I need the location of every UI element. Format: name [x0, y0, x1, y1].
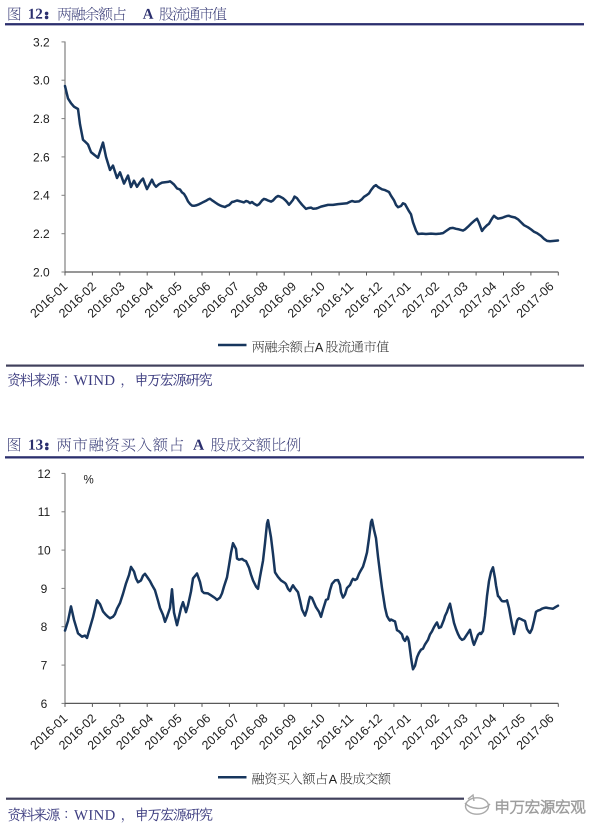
svg-text:3.2: 3.2	[33, 35, 50, 49]
svg-text:10: 10	[37, 544, 51, 558]
svg-text:%: %	[84, 474, 94, 486]
svg-text:8: 8	[41, 620, 48, 634]
svg-text:2.8: 2.8	[33, 112, 50, 126]
svg-text:2.0: 2.0	[33, 265, 50, 279]
svg-text:3.0: 3.0	[33, 74, 50, 88]
svg-text:7: 7	[41, 659, 48, 673]
svg-text:6: 6	[41, 697, 48, 711]
svg-text:2.4: 2.4	[33, 189, 50, 203]
svg-text:2.2: 2.2	[33, 227, 50, 241]
svg-text:9: 9	[41, 582, 48, 596]
svg-text:12: 12	[37, 467, 51, 481]
svg-text:2.6: 2.6	[33, 150, 50, 164]
svg-text:11: 11	[38, 505, 51, 519]
